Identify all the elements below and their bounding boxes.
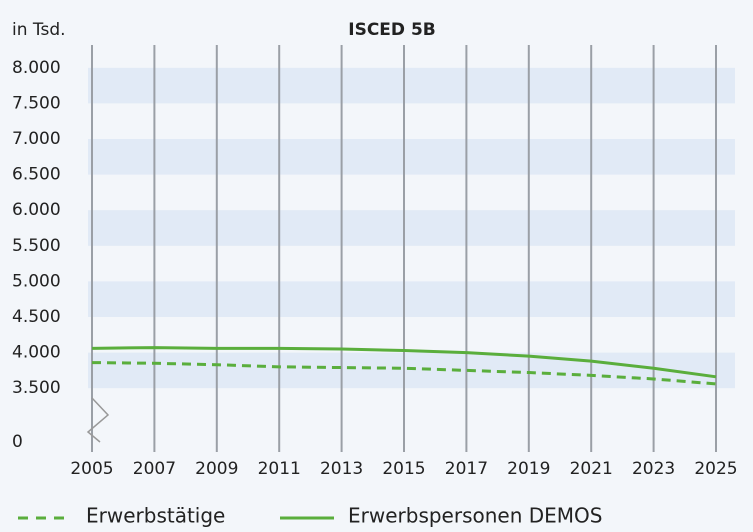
y-tick-label: 5.500	[12, 236, 61, 256]
band	[88, 210, 735, 246]
y-tick-label: 6.500	[12, 165, 61, 185]
y-tick-label: 7.000	[12, 129, 61, 149]
y-tick-label: 4.000	[12, 343, 61, 363]
axis-break	[86, 397, 110, 443]
y-axis-label: in Tsd.	[12, 20, 66, 40]
x-tick-label: 2011	[258, 459, 301, 479]
grid	[91, 45, 717, 452]
band	[88, 352, 735, 389]
x-tick-label: 2019	[507, 459, 550, 479]
y-tick-label: 3.500	[12, 378, 61, 398]
x-tick-label: 2013	[320, 459, 363, 479]
bands	[88, 67, 735, 389]
y-tick-label: 4.500	[12, 307, 61, 327]
x-tick-label: 2015	[382, 459, 425, 479]
y-tick-label: 5.000	[12, 271, 61, 291]
legend-label: Erwerbstätige	[86, 504, 225, 528]
x-tick-label: 2025	[694, 459, 737, 479]
x-tick-label: 2009	[195, 459, 238, 479]
y-tick-label: 6.000	[12, 200, 61, 220]
x-tick-label: 2017	[445, 459, 488, 479]
x-tick-label: 2005	[70, 459, 113, 479]
x-tick-label: 2023	[632, 459, 675, 479]
legend-label: Erwerbspersonen DEMOS	[348, 504, 602, 528]
chart-title: ISCED 5B	[348, 20, 435, 40]
band	[88, 139, 735, 175]
line	[91, 346, 717, 379]
y-tick-label: 7.500	[12, 93, 61, 113]
x-tick-label: 2007	[133, 459, 176, 479]
y-tick-label: 0	[12, 432, 23, 452]
band	[88, 281, 735, 317]
band	[88, 67, 735, 104]
y-tick-label: 8.000	[12, 58, 61, 78]
x-tick-label: 2021	[570, 459, 613, 479]
